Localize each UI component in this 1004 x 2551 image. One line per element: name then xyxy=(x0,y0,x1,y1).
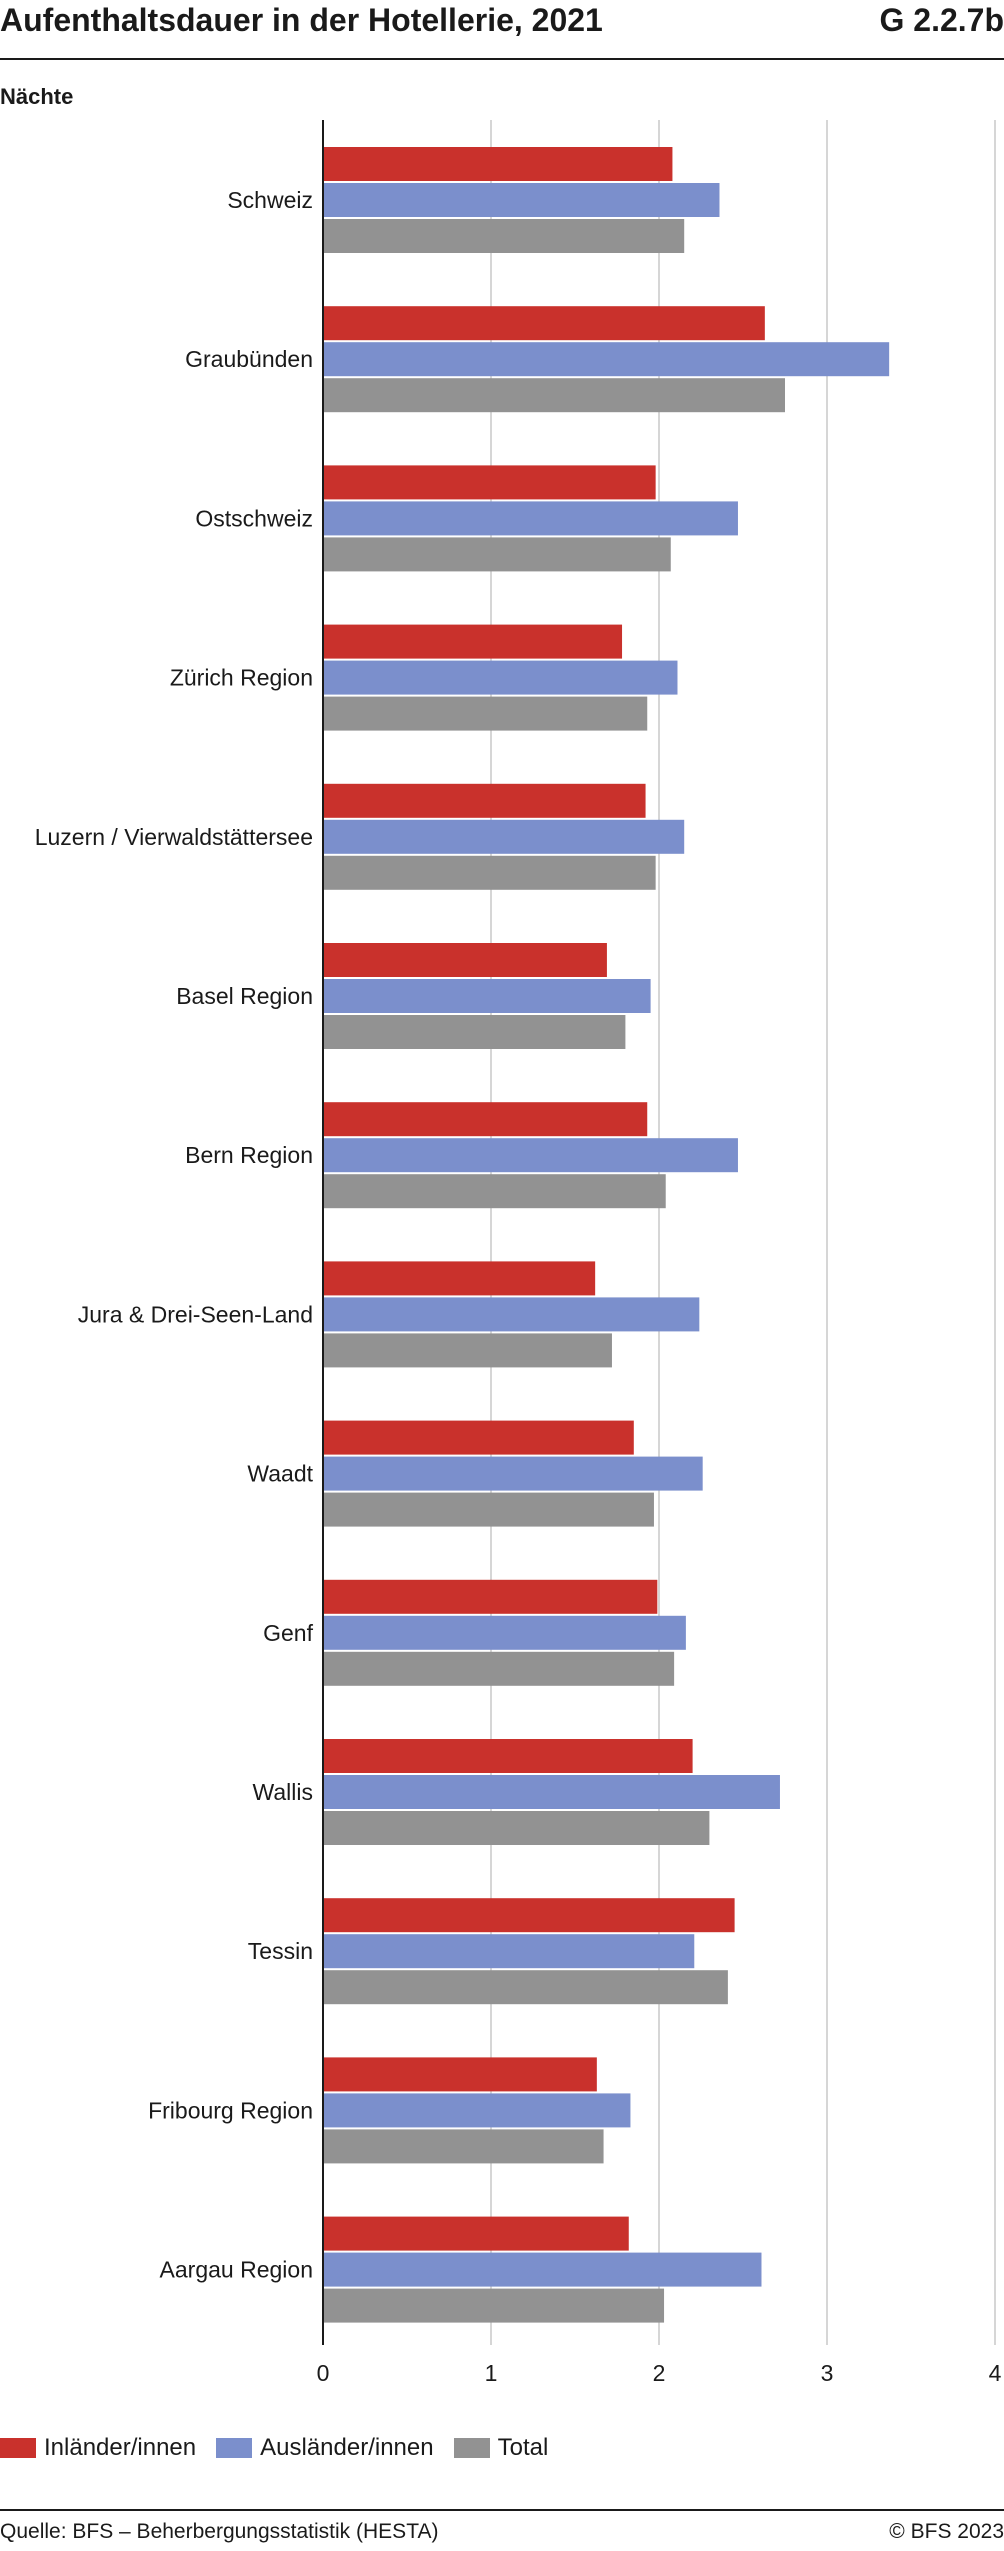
bar xyxy=(323,1138,738,1173)
category-label: Jura & Drei-Seen-Land xyxy=(78,1301,313,1327)
legend-item-total: Total xyxy=(453,2434,549,2462)
legend-label-ausland: Ausländer/innen xyxy=(260,2434,434,2461)
bar xyxy=(323,219,685,253)
legend: Inländer/innen Ausländer/innen Total xyxy=(0,2428,568,2468)
bar xyxy=(323,306,765,341)
category-label: Bern Region xyxy=(185,1142,313,1168)
bar xyxy=(323,2288,665,2323)
bar xyxy=(323,501,738,536)
header-rule xyxy=(0,58,1004,60)
bar xyxy=(323,378,785,413)
bar xyxy=(323,1420,634,1455)
category-label: Schweiz xyxy=(227,187,313,213)
x-tick-label: 3 xyxy=(821,2360,834,2386)
bar xyxy=(323,1615,686,1650)
bar xyxy=(323,855,656,890)
bar xyxy=(323,537,671,572)
bar xyxy=(323,1297,700,1332)
bar xyxy=(323,624,623,659)
category-label: Fribourg Region xyxy=(148,2097,313,2123)
category-label: Graubünden xyxy=(185,346,313,372)
bar xyxy=(323,1579,658,1614)
bar xyxy=(323,783,646,818)
unit-label: Nächte xyxy=(0,84,74,109)
chart-title: Aufenthaltsdauer in der Hotellerie, 2021 xyxy=(0,2,603,38)
bar xyxy=(323,979,651,1013)
bar xyxy=(323,147,673,181)
bar xyxy=(323,1174,666,1209)
bar xyxy=(323,1934,695,1969)
bar xyxy=(323,1102,648,1137)
x-tick-label: 2 xyxy=(653,2360,666,2386)
category-label: Genf xyxy=(263,1620,313,1646)
bar xyxy=(323,1811,710,1845)
footer-rule xyxy=(0,2509,1004,2511)
x-tick-label: 1 xyxy=(485,2360,498,2386)
bar xyxy=(323,1261,596,1296)
chart-header: Aufenthaltsdauer in der Hotellerie, 2021… xyxy=(0,0,1004,60)
bar xyxy=(323,1775,780,1809)
legend-item-inland: Inländer/innen xyxy=(0,2434,196,2462)
bar xyxy=(323,465,656,500)
bar xyxy=(323,2216,629,2251)
bar xyxy=(323,2093,631,2128)
bar xyxy=(323,943,607,977)
bar xyxy=(323,183,720,217)
category-label: Zürich Region xyxy=(170,665,313,691)
legend-label-total: Total xyxy=(497,2434,549,2461)
bar xyxy=(323,1015,626,1049)
bar xyxy=(323,2129,604,2164)
x-tick-label: 0 xyxy=(317,2360,330,2386)
bar xyxy=(323,1739,693,1773)
source-note: Quelle: BFS – Beherbergungsstatistik (HE… xyxy=(0,2520,439,2543)
category-label: Waadt xyxy=(247,1461,313,1487)
bar xyxy=(323,2252,762,2287)
bar xyxy=(323,2057,597,2092)
bar xyxy=(323,660,678,695)
category-label: Luzern / Vierwaldstättersee xyxy=(35,824,313,850)
bar-chart: 0 1 2 3 4 Schweiz Graubünden Ostschweiz Zürich R… xyxy=(35,120,1002,2386)
bar xyxy=(323,696,648,731)
bar xyxy=(323,1651,675,1686)
bar xyxy=(323,1970,728,2005)
bar xyxy=(323,1492,654,1527)
category-label: Tessin xyxy=(248,1938,313,1964)
bar xyxy=(323,819,685,854)
chart-code: G 2.2.7b xyxy=(879,2,1004,38)
category-label: Wallis xyxy=(253,1779,313,1805)
category-label: Aargau Region xyxy=(160,2257,313,2283)
bar xyxy=(323,1898,735,1933)
bar xyxy=(323,1333,612,1368)
legend-swatch-total xyxy=(453,2438,490,2458)
category-label: Ostschweiz xyxy=(195,505,313,531)
x-tick-label: 4 xyxy=(989,2360,1002,2386)
category-label: Basel Region xyxy=(176,983,313,1009)
legend-item-ausland: Ausländer/innen xyxy=(216,2434,434,2462)
copyright-note: © BFS 2023 xyxy=(889,2520,1004,2543)
bar xyxy=(323,342,890,377)
legend-label-inland: Inländer/innen xyxy=(44,2434,197,2461)
legend-swatch-inland xyxy=(0,2438,36,2458)
legend-swatch-ausland xyxy=(216,2438,253,2458)
bar xyxy=(323,1456,703,1491)
